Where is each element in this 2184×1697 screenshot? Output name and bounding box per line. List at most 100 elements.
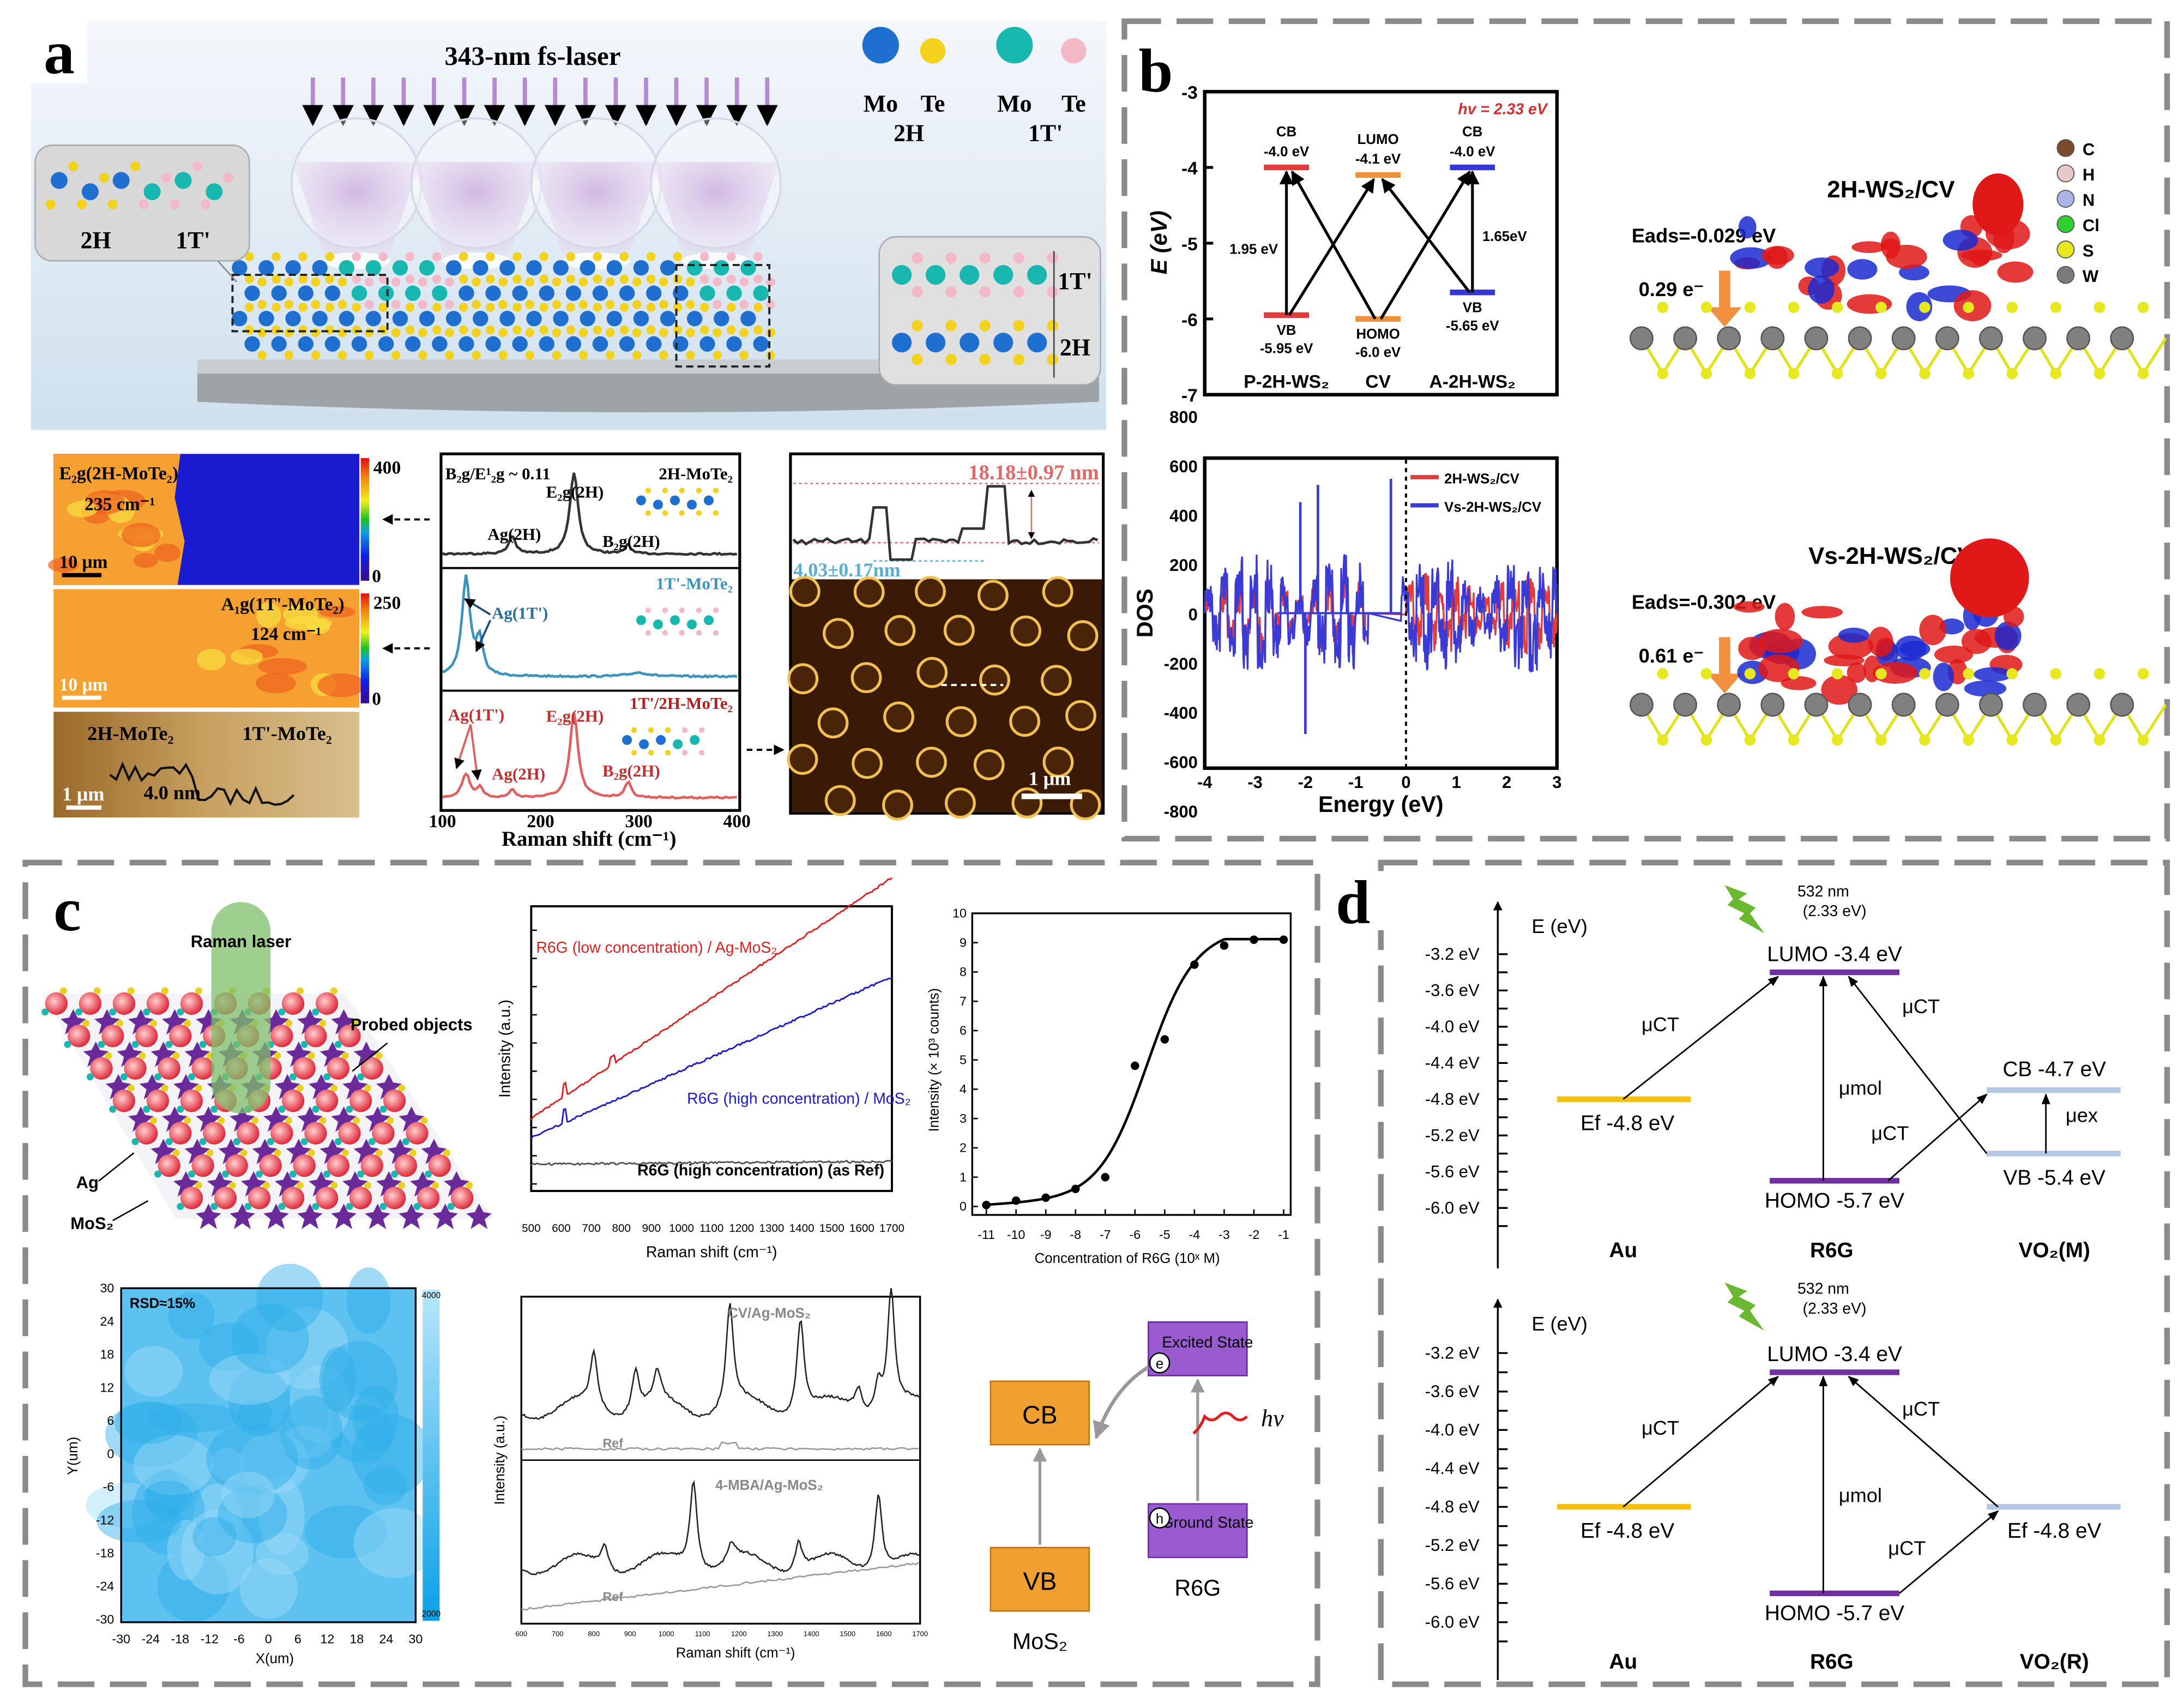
mo-atom (298, 336, 314, 352)
series-label: R6G (high concentration) (as Ref) (637, 1162, 884, 1180)
x-tick-label: -3 (1218, 1227, 1230, 1242)
te-atom (698, 727, 705, 733)
s-atom (353, 1117, 360, 1124)
laser-cone (293, 162, 420, 261)
legend-atom-te (1061, 38, 1087, 64)
mo-atom (357, 1170, 365, 1178)
nanoring (1042, 747, 1074, 778)
ag-nanoparticle (259, 1154, 282, 1177)
y-tick-label: -12 (96, 1513, 114, 1527)
level-value-lower: -6.0 eV (1355, 345, 1401, 360)
charge-density-lobe (1934, 645, 1974, 664)
s-atom (2050, 734, 2062, 746)
heatmap-blob (133, 1435, 214, 1496)
mo-atom (405, 285, 421, 301)
charge-density-lobe (1961, 629, 1992, 654)
te-atom (337, 300, 347, 309)
right-level-label: VB -5.4 eV (2004, 1166, 2106, 1189)
te-atom (681, 750, 688, 756)
mu-ct-label: μCT (1902, 995, 1940, 1018)
dos-series-vs-2h-ws2-cv (1204, 554, 1558, 673)
s-atom (1744, 302, 1756, 313)
laser-energy: (2.33 eV) (1803, 1300, 1867, 1317)
s-atom (1831, 368, 1843, 380)
mo-atom (653, 500, 663, 510)
heatmap-blob (105, 1401, 198, 1467)
te-atom (698, 750, 705, 756)
raman-series-0 (530, 877, 892, 1121)
panel-b: b -3 -4 -5 -6 -7 E (eV) hv = 2.33 eV CB -4.0 eV VB… (1121, 18, 2170, 842)
y-tick-label: -6.0 eV (1425, 1612, 1480, 1632)
level-name-lower: HOMO (1356, 327, 1399, 342)
te-atom (272, 274, 281, 284)
s-atom (1875, 734, 1887, 746)
te-atom (566, 274, 575, 284)
spectrum-2h-mote2 (442, 472, 738, 556)
nanoring (1042, 576, 1073, 607)
s-atom (1657, 668, 1669, 679)
s-atom (59, 987, 67, 995)
mo-atom (485, 285, 501, 301)
w-atom (1629, 693, 1654, 717)
mu-ct-label: μCT (1642, 1013, 1679, 1036)
charge-density-lobe (1821, 675, 1858, 705)
x-tick-label: -10 (1007, 1227, 1025, 1242)
s-atom (466, 1182, 473, 1189)
mo-atom (639, 739, 649, 749)
y-tick-label: 30 (100, 1281, 114, 1295)
legend-swatch-blue (1410, 503, 1439, 508)
s-atom (195, 987, 202, 995)
te-atom (68, 161, 79, 172)
te-atom (659, 300, 668, 309)
charge-density-lobe (1851, 241, 1886, 253)
s-atom (1657, 734, 1669, 746)
te-atom (418, 328, 427, 338)
electron-label: e (1156, 1357, 1163, 1372)
x-tick-label: -4 (1197, 773, 1212, 792)
map-title: A₁g(1T'-MoTe₂) (221, 594, 345, 615)
nanoring (945, 706, 977, 737)
ag-nanoparticle (281, 992, 305, 1015)
te-atom (445, 277, 454, 287)
ct-arrow (1622, 1375, 1779, 1508)
mo-atom (368, 1138, 376, 1146)
te-atom (665, 727, 671, 733)
probe-molecule-star (365, 1203, 390, 1229)
x-tick-label: 2 (1502, 773, 1511, 792)
te-atom (645, 510, 651, 516)
ag-nanoparticle (237, 1122, 260, 1145)
mo-atom (289, 1170, 297, 1178)
ct-arrow (1848, 976, 1988, 1154)
mo-atom (278, 1008, 286, 1016)
mo-atom (753, 336, 769, 352)
s-atom (195, 1084, 202, 1092)
w-atom (1717, 326, 1741, 351)
ag-nanoparticle (124, 1057, 147, 1080)
charge-transfer: 0.29 e⁻ (1639, 278, 1704, 300)
te-atom (284, 277, 294, 287)
mo-atom (199, 1138, 207, 1146)
y-tick-label: -3.2 eV (1425, 1344, 1480, 1363)
te-atom (325, 325, 335, 335)
heatmap-blob (168, 1292, 215, 1340)
s-atom (263, 1182, 270, 1189)
te-atom (378, 252, 388, 261)
y-tick-label: 0 (960, 1199, 967, 1213)
te-atom (679, 630, 685, 636)
heatmap-blob (280, 1426, 331, 1459)
charge-density-lobe-large (1972, 173, 2024, 236)
plot-frame (439, 452, 741, 812)
nanoring (1010, 615, 1042, 647)
te-atom (713, 630, 719, 636)
nanoring (979, 664, 1010, 696)
w-atom (1804, 693, 1829, 717)
mo-atom (278, 1105, 286, 1113)
te-atom (659, 351, 668, 360)
te-atom (298, 274, 307, 284)
s-atom (330, 987, 337, 995)
heatmap-blob (96, 1500, 182, 1543)
s-w-bond (2141, 338, 2167, 375)
x-tick-label: 1200 (729, 1222, 754, 1235)
spectrum-name: 2H-MoTe₂ (659, 464, 733, 483)
homo-level (1770, 1590, 1899, 1597)
